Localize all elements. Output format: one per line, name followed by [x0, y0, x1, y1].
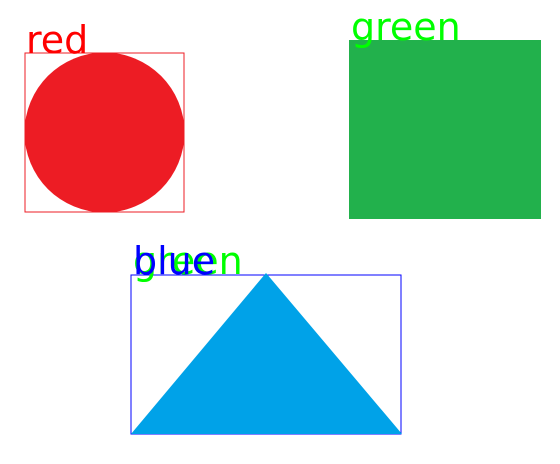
blue-triangle — [131, 273, 402, 434]
label-red: red — [26, 18, 88, 62]
label-green-triangle: green — [133, 239, 243, 283]
label-blue: blue — [133, 239, 215, 283]
red-circle — [24, 52, 185, 213]
green-square — [349, 40, 541, 219]
label-green-square: green — [351, 5, 461, 49]
